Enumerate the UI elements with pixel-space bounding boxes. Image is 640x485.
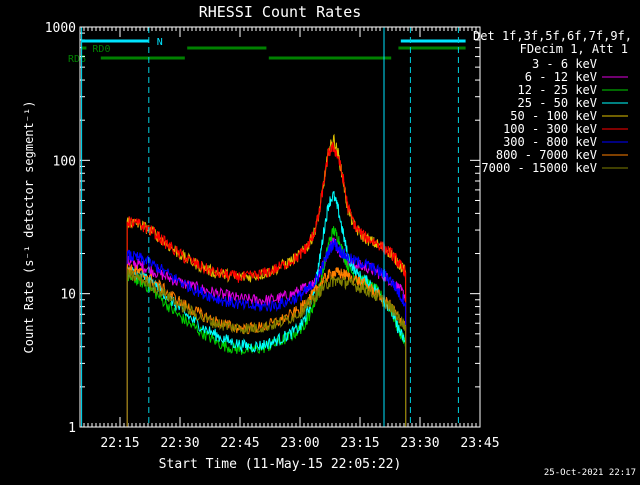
x-tick-label-3: 23:00 (280, 436, 319, 451)
x-tick-label-2: 22:45 (220, 436, 259, 451)
legend-label-3: 25 - 50 keV (518, 96, 597, 110)
y-tick-label-2: 100 (53, 154, 76, 169)
x-tick-label-6: 23:45 (460, 436, 499, 451)
legend-label-5: 100 - 300 keV (503, 122, 597, 136)
series-line-5 (126, 142, 407, 427)
x-tick-label-0: 22:15 (100, 436, 139, 451)
legend-label-4: 50 - 100 keV (510, 109, 597, 123)
chart-title: RHESSI Count Rates (199, 3, 362, 21)
x-tick-label-4: 23:15 (340, 436, 379, 451)
series-line-6 (126, 238, 407, 427)
x-tick-label-5: 23:30 (400, 436, 439, 451)
x-tick-label-1: 22:30 (160, 436, 199, 451)
y-tick-label-3: 1000 (45, 21, 76, 36)
y-tick-label-1: 10 (60, 288, 76, 303)
legend-label-7: 800 - 7000 keV (496, 148, 597, 162)
footer-timestamp: 25-Oct-2021 22:17 (544, 468, 636, 478)
x-axis-ticks: 22:15 22:30 22:45 23:00 23:15 23:30 23:45 (83, 27, 500, 451)
legend-label-0: 3 - 6 keV (532, 57, 597, 71)
legend-label-1: 6 - 12 keV (525, 70, 597, 84)
legend: Det 1f,3f,5f,6f,7f,9f, FDecim 1, Att 1 3… (473, 29, 632, 175)
series-line-8 (126, 268, 407, 427)
attenuator-markers: N RD0 RD6 (68, 27, 466, 427)
legend-label-2: 12 - 25 keV (518, 83, 597, 97)
legend-label-8: 7000 - 15000 keV (481, 161, 597, 175)
legend-header-line-1: Det 1f,3f,5f,6f,7f,9f, (473, 29, 632, 43)
marker-label-rd6: RD6 (68, 54, 86, 65)
y-axis-label: Count Rate (s⁻¹ detector segment⁻¹) (22, 101, 36, 354)
marker-label-n: N (157, 37, 163, 48)
series-line-7 (126, 263, 407, 427)
legend-label-6: 300 - 800 keV (503, 135, 597, 149)
legend-header-line-2: FDecim 1, Att 1 (520, 42, 628, 56)
plot-frame (79, 26, 481, 428)
series-layer (126, 133, 407, 427)
x-axis-label: Start Time (11-May-15 22:05:22) (159, 457, 402, 472)
y-tick-label-0: 1 (68, 421, 76, 436)
marker-label-rd0: RD0 (92, 44, 110, 55)
